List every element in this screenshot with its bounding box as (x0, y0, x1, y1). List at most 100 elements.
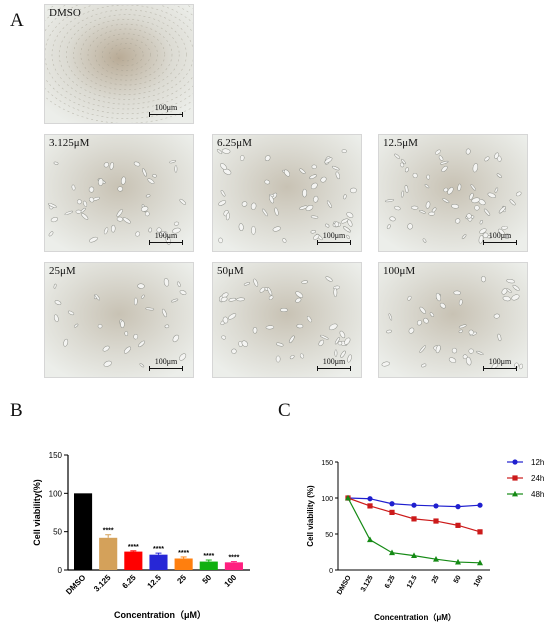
cell (501, 288, 508, 295)
cell (145, 194, 151, 198)
cell (98, 178, 104, 186)
cell (309, 174, 317, 179)
cell (419, 210, 426, 214)
cell (77, 199, 82, 205)
cell (296, 324, 304, 329)
cell (404, 184, 409, 193)
cell (478, 234, 484, 244)
micrograph-label: 25μM (49, 265, 76, 277)
significance-label: **** (228, 555, 239, 562)
cell (122, 217, 131, 224)
cell (468, 329, 474, 335)
cell (53, 161, 59, 165)
cell (443, 187, 449, 193)
scale-bar: 100μm (317, 357, 351, 371)
cell-layer-ring (109, 43, 144, 67)
cell-layer-ring (66, 14, 187, 95)
cell (272, 226, 281, 232)
cell (116, 209, 123, 217)
micrograph-background (45, 135, 193, 251)
cell (142, 168, 147, 177)
cell (74, 323, 79, 328)
cell (241, 340, 248, 347)
significance-label: **** (178, 550, 189, 557)
cell (340, 350, 346, 358)
cell (133, 297, 138, 306)
scale-bar: 100μm (149, 231, 183, 245)
cell (221, 148, 231, 154)
cell (121, 176, 126, 185)
panel-letter-c: C (278, 400, 291, 421)
y-axis-label: Cell viability(%) (32, 479, 42, 546)
cell (325, 276, 333, 282)
cell (407, 223, 413, 230)
cell (268, 295, 274, 300)
cell (83, 200, 88, 207)
point-24h (411, 516, 417, 522)
cell (283, 169, 291, 177)
cell (264, 155, 271, 162)
cell (470, 184, 476, 191)
cell (299, 205, 308, 210)
point-12h (389, 501, 395, 507)
cell (275, 355, 281, 363)
cell (120, 320, 125, 328)
cell (408, 327, 415, 334)
cell (220, 190, 226, 197)
cell (494, 187, 499, 193)
cell (400, 162, 405, 168)
cell (310, 215, 319, 219)
cell (222, 316, 229, 324)
cell (172, 334, 179, 343)
cell (394, 153, 401, 159)
cell (81, 213, 89, 220)
cell (310, 182, 318, 190)
cell (344, 337, 351, 345)
cell (334, 349, 338, 357)
cell (179, 199, 186, 205)
cell (424, 184, 430, 189)
cell (389, 216, 396, 222)
point-24h (389, 509, 395, 515)
cell (310, 230, 316, 234)
cell (262, 208, 268, 217)
cell (421, 363, 427, 368)
cell (289, 355, 295, 360)
cell (466, 356, 472, 366)
micrograph-background (45, 5, 193, 123)
cell (231, 348, 237, 354)
micrograph-label: 12.5μM (383, 137, 418, 149)
cell (472, 163, 479, 173)
micrograph-50: 50μM 100μm (212, 262, 362, 378)
cell (141, 206, 149, 212)
cell (103, 227, 109, 235)
cell (223, 168, 232, 175)
cell (438, 155, 444, 161)
cell (67, 310, 75, 316)
cell (218, 237, 223, 244)
cell (347, 219, 353, 227)
cell (289, 335, 295, 344)
cell (334, 337, 340, 345)
cell (243, 282, 251, 286)
micrograph-label: 50μM (217, 265, 244, 277)
cell (429, 312, 435, 317)
cell (239, 155, 245, 161)
point-12h (433, 503, 439, 509)
cell (282, 238, 287, 243)
cell (453, 290, 461, 296)
point-24h (477, 529, 483, 535)
point-48h (433, 556, 439, 562)
y-tick-label: 50 (325, 532, 333, 539)
micrograph-background (213, 135, 361, 251)
legend-label-48h: 48h (531, 490, 544, 499)
micrograph-label: 6.25μM (217, 137, 252, 149)
cell-layer-ring (87, 28, 166, 81)
cell (484, 156, 490, 162)
cell (407, 295, 412, 301)
cell (88, 186, 95, 193)
cell (457, 183, 462, 192)
cell (171, 298, 179, 303)
cell (451, 347, 458, 354)
cell (274, 207, 279, 216)
